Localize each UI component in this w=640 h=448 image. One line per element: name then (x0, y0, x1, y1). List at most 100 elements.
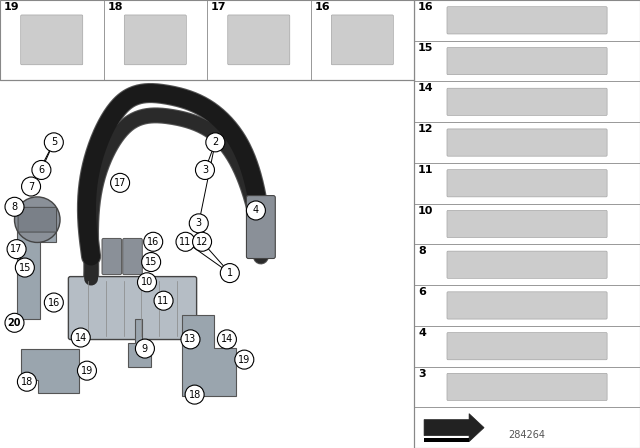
Text: 16: 16 (48, 297, 60, 307)
Text: 12: 12 (196, 237, 208, 247)
FancyBboxPatch shape (228, 15, 290, 65)
FancyBboxPatch shape (123, 238, 142, 275)
Text: 10: 10 (418, 206, 433, 215)
Text: 6: 6 (418, 287, 426, 297)
Text: 18: 18 (20, 377, 33, 387)
Circle shape (44, 133, 63, 152)
FancyBboxPatch shape (447, 7, 607, 34)
Text: 12: 12 (418, 124, 433, 134)
Text: 17: 17 (10, 244, 23, 254)
Text: 4: 4 (418, 328, 426, 338)
Text: 8: 8 (418, 246, 426, 256)
Text: 3: 3 (418, 369, 426, 379)
Text: 14: 14 (221, 334, 233, 345)
FancyBboxPatch shape (68, 276, 196, 340)
FancyBboxPatch shape (447, 129, 607, 156)
Text: 17: 17 (211, 2, 227, 12)
Text: 15: 15 (145, 257, 157, 267)
Text: 6: 6 (38, 165, 44, 175)
Circle shape (5, 197, 24, 216)
Text: 5: 5 (51, 138, 57, 147)
Text: 11: 11 (179, 237, 191, 247)
Text: 17: 17 (114, 178, 126, 188)
Circle shape (7, 240, 26, 258)
Circle shape (71, 328, 90, 347)
FancyBboxPatch shape (447, 251, 607, 278)
Text: 13: 13 (184, 334, 196, 345)
Circle shape (154, 291, 173, 310)
Circle shape (220, 263, 239, 283)
Text: 16: 16 (315, 2, 330, 12)
Text: 15: 15 (418, 43, 433, 53)
Circle shape (193, 232, 212, 251)
Text: 7: 7 (28, 181, 34, 192)
FancyBboxPatch shape (246, 196, 275, 258)
FancyBboxPatch shape (18, 207, 56, 232)
Circle shape (111, 173, 129, 192)
Text: 19: 19 (4, 2, 20, 12)
FancyBboxPatch shape (447, 292, 607, 319)
Polygon shape (129, 319, 151, 367)
Text: 19: 19 (238, 355, 250, 365)
FancyBboxPatch shape (447, 373, 607, 401)
FancyBboxPatch shape (332, 15, 394, 65)
Polygon shape (17, 209, 56, 319)
Circle shape (15, 258, 35, 277)
Polygon shape (20, 349, 79, 393)
Text: 4: 4 (253, 206, 259, 215)
Text: 3: 3 (196, 218, 202, 228)
Text: 14: 14 (75, 332, 87, 343)
Circle shape (138, 273, 157, 292)
Bar (0, 0, 414, 80)
FancyBboxPatch shape (102, 238, 122, 275)
Text: 11: 11 (157, 296, 170, 306)
FancyBboxPatch shape (124, 15, 186, 65)
Circle shape (206, 133, 225, 152)
Circle shape (189, 214, 208, 233)
Text: 8: 8 (12, 202, 17, 212)
Circle shape (17, 372, 36, 391)
Text: 15: 15 (19, 263, 31, 272)
Circle shape (195, 160, 214, 180)
Text: 16: 16 (418, 2, 434, 12)
Circle shape (176, 232, 195, 251)
Circle shape (32, 160, 51, 180)
Text: 2: 2 (212, 138, 218, 147)
Polygon shape (424, 414, 484, 442)
Bar (414, 0, 640, 448)
Polygon shape (182, 315, 236, 396)
Circle shape (5, 313, 24, 332)
Text: 19: 19 (81, 366, 93, 376)
Circle shape (181, 330, 200, 349)
FancyBboxPatch shape (447, 47, 607, 75)
Text: 1: 1 (227, 268, 233, 278)
Text: 10: 10 (141, 277, 153, 287)
Text: 18: 18 (189, 390, 201, 400)
Text: 18: 18 (108, 2, 123, 12)
Bar (424, 438, 469, 442)
Text: 3: 3 (202, 165, 208, 175)
FancyBboxPatch shape (447, 211, 607, 237)
Text: 9: 9 (142, 344, 148, 353)
FancyBboxPatch shape (447, 88, 607, 116)
FancyBboxPatch shape (447, 332, 607, 360)
Circle shape (136, 339, 154, 358)
Circle shape (235, 350, 254, 369)
Circle shape (185, 385, 204, 404)
Circle shape (218, 330, 236, 349)
Circle shape (44, 293, 63, 312)
Circle shape (246, 201, 266, 220)
FancyBboxPatch shape (447, 170, 607, 197)
Text: 16: 16 (147, 237, 159, 247)
FancyBboxPatch shape (20, 15, 83, 65)
Text: 20: 20 (8, 318, 21, 328)
Bar (0, 80, 414, 448)
Text: 14: 14 (418, 83, 434, 94)
Text: 11: 11 (418, 165, 433, 175)
Circle shape (22, 177, 40, 196)
Circle shape (141, 253, 161, 271)
Text: 284264: 284264 (509, 430, 545, 440)
Circle shape (144, 232, 163, 251)
Circle shape (15, 197, 60, 242)
Circle shape (77, 361, 97, 380)
